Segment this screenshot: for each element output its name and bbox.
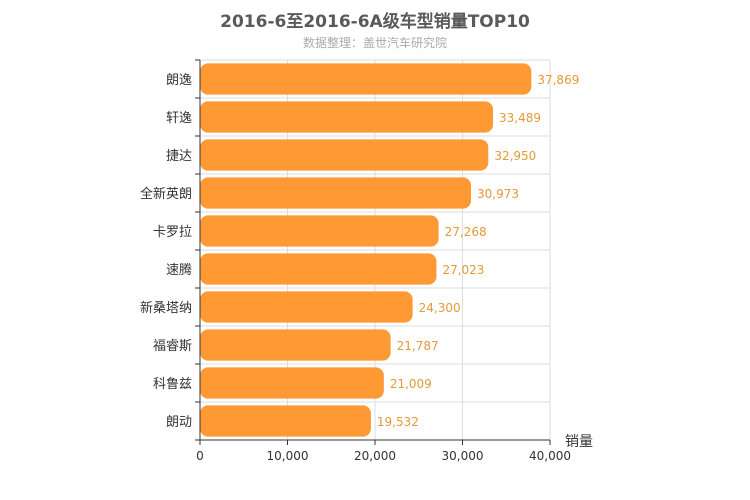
chart-subtitle: 数据整理：盖世汽车研究院: [302, 36, 447, 50]
x-tick-label: 20,000: [354, 449, 396, 463]
category-label: 全新英朗: [140, 186, 192, 202]
category-label: 朗逸: [166, 73, 192, 88]
category-label: 卡罗拉: [153, 225, 192, 240]
category-label: 捷达: [166, 149, 192, 164]
bar-value-label: 27,023: [442, 263, 484, 277]
category-label: 科鲁兹: [153, 377, 192, 392]
bar[interactable]: [200, 405, 371, 437]
bar[interactable]: [200, 101, 494, 133]
bar[interactable]: [200, 215, 439, 247]
bar[interactable]: [200, 139, 489, 171]
bar-value-label: 33,489: [499, 111, 541, 125]
bar-value-label: 37,869: [537, 73, 579, 87]
x-axis-title: 销量: [565, 434, 593, 450]
bar[interactable]: [200, 367, 384, 399]
x-tick-label: 40,000: [529, 449, 571, 463]
bar[interactable]: [200, 291, 413, 323]
chart-title: 2016-6至2016-6A级车型销量TOP10: [220, 12, 530, 32]
x-tick-label: 10,000: [267, 449, 309, 463]
bar-value-label: 27,268: [445, 225, 487, 239]
x-tick-label: 30,000: [442, 449, 484, 463]
category-label: 朗动: [166, 415, 192, 430]
x-tick-label: 0: [196, 449, 204, 463]
category-label: 新桑塔纳: [140, 300, 192, 316]
bar[interactable]: [200, 253, 437, 285]
bar-value-label: 21,009: [390, 377, 432, 391]
bar-value-label: 30,973: [477, 187, 519, 201]
category-label: 福睿斯: [153, 339, 192, 354]
bar-value-label: 24,300: [419, 301, 461, 315]
bar[interactable]: [200, 329, 391, 361]
category-label: 轩逸: [166, 111, 192, 126]
bar[interactable]: [200, 63, 532, 95]
bar-value-label: 21,787: [397, 339, 439, 353]
bar-value-label: 32,950: [494, 149, 536, 163]
category-label: 速腾: [166, 262, 192, 278]
bar-value-label: 19,532: [377, 415, 419, 429]
bar[interactable]: [200, 177, 472, 209]
